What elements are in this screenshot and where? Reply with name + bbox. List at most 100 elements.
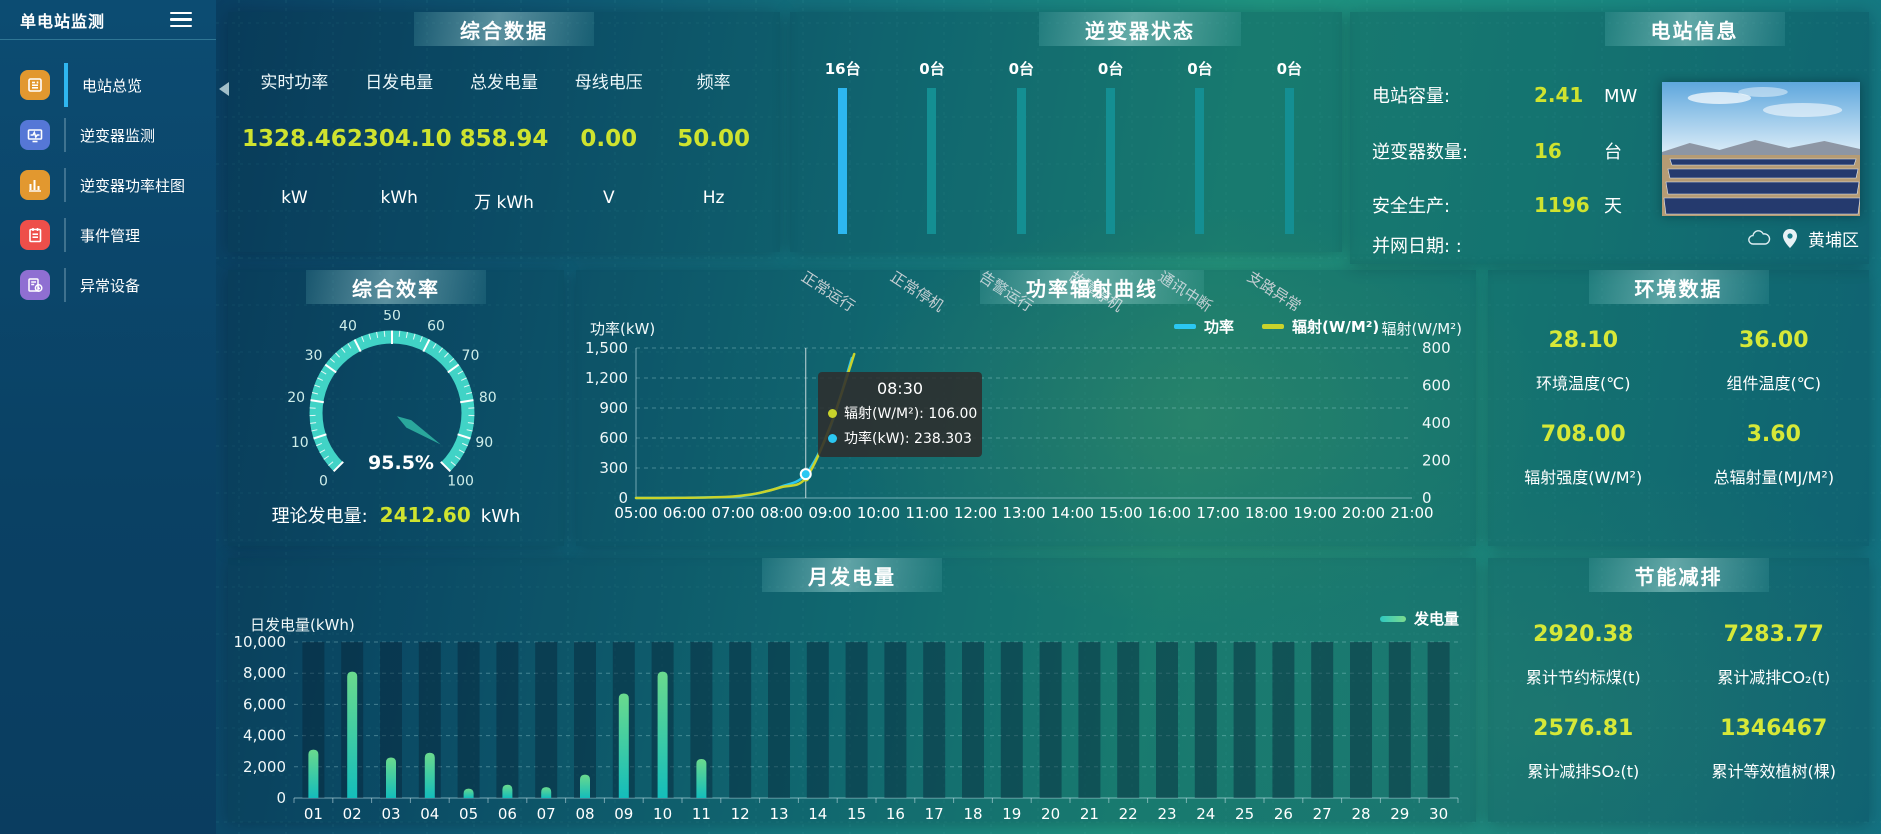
sidebar-item-event-management[interactable]: 事件管理 [0,210,216,260]
svg-text:17: 17 [925,805,944,822]
event-management-icon [20,220,50,250]
sidebar-item-inverter-power-bars[interactable]: 逆变器功率柱图 [0,160,216,210]
svg-text:09: 09 [614,805,633,822]
line-chart-legend: 功率 辐射(W/M²) [1174,316,1379,337]
svg-text:13: 13 [769,805,788,822]
efficiency-gauge-chart: 0 10 20 30 40 50 60 70 80 90 100 [287,310,497,490]
active-indicator [64,63,68,107]
status-count: 0台 [919,60,945,78]
cell-value: 3.60 [1746,422,1801,447]
cell-label: 累计节约标煤(t) [1525,668,1641,687]
svg-text:80: 80 [479,390,497,406]
svg-text:4,000: 4,000 [243,727,286,745]
metric-label: 频率 [696,73,731,93]
svg-text:1,200: 1,200 [585,369,628,387]
power-radiation-line-chart[interactable]: 0 300 600 900 1,200 1,500 0 200 400 600 800 05:00 06… [576,270,1476,546]
inverter-status-item: 0台 通讯中断 [1155,58,1244,315]
svg-text:6,000: 6,000 [243,695,286,713]
bar-chart-legend[interactable]: 发电量 [1380,608,1459,629]
panel-energy-savings: 节能减排 2920.38 累计节约标煤(t) 7283.77 累计减排CO₂(t… [1488,558,1869,822]
svg-text:300: 300 [599,459,628,477]
theory-value: 2412.60 [379,503,471,527]
grid-connection-date-row: 并网日期: : [1372,232,1604,258]
svg-text:03: 03 [381,805,400,822]
svg-text:21: 21 [1080,805,1099,822]
sidebar-header: 单电站监测 [0,0,216,40]
station-capacity-row: 电站容量: 2.41 MW [1372,82,1637,108]
svg-text:0: 0 [1422,489,1432,507]
sidebar-item-inverter-monitor[interactable]: 逆变器监测 [0,110,216,160]
hamburger-menu-icon[interactable] [170,8,192,32]
svg-text:26: 26 [1274,805,1293,822]
panel-title: 综合效率 [306,270,486,304]
station-photo [1662,82,1860,216]
svg-text:10: 10 [291,435,309,451]
svg-text:200: 200 [1422,452,1451,470]
sidebar-menu: 电站总览 逆变器监测 逆变器功率柱图 事 [0,40,216,310]
svg-text:07: 07 [537,805,556,822]
svg-text:30: 30 [1429,805,1448,822]
cell-value: 2576.81 [1533,716,1634,741]
svg-text:14:00: 14:00 [1051,504,1094,522]
row-value: 2.41 [1534,83,1584,107]
item-divider [64,268,66,302]
svg-text:27: 27 [1313,805,1332,822]
bar-axis-title: 日发电量(kWh) [250,616,355,634]
env-total-radiation: 3.60 总辐射量(MJ/M²) [1679,422,1870,488]
svg-text:23: 23 [1157,805,1176,822]
status-bar [1106,88,1116,234]
row-unit: 天 [1604,196,1622,217]
cell-label: 辐射强度(W/M²) [1524,468,1643,487]
right-axis-title: 辐射(W/M²) [1381,320,1462,338]
svg-text:30: 30 [305,348,323,364]
svg-text:20: 20 [1041,805,1060,822]
weather-cloud-icon[interactable] [1746,230,1772,247]
metric-value: 2304.10 [346,126,452,152]
status-bar [1016,88,1026,234]
inverter-status-item: 16台 正常运行 [798,58,887,315]
status-count: 0台 [1008,60,1035,78]
svg-text:0: 0 [319,474,328,490]
panel-title: 综合数据 [414,12,594,46]
overview-icon [20,70,50,100]
svg-text:2,000: 2,000 [243,758,286,776]
svg-text:13:00: 13:00 [1002,504,1045,522]
svg-text:29: 29 [1390,805,1409,822]
env-ambient-temp: 28.10 环境温度(℃) [1488,328,1679,394]
row-label: 安全生产: [1372,196,1451,217]
legend-label: 功率 [1204,318,1235,336]
sidebar-item-station-overview[interactable]: 电站总览 [0,60,216,110]
sidebar-item-abnormal-devices[interactable]: 异常设备 [0,260,216,310]
status-count: 0台 [1276,60,1303,78]
tooltip-row-radiation: 辐射(W/M²): 106.00 [828,403,977,423]
svg-text:70: 70 [462,348,480,364]
savings-grid: 2920.38 累计节约标煤(t) 7283.77 累计减排CO₂(t) 257… [1488,558,1869,782]
power-dot-icon [828,433,837,443]
monthly-generation-bar-chart[interactable]: 0 2,000 4,000 6,000 8,000 10,000 01 02 03 04 05 06 0… [228,558,1476,822]
inverter-count-row: 逆变器数量: 16 台 [1372,138,1622,164]
sidebar-item-label: 电站总览 [82,76,143,95]
cell-label: 总辐射量(MJ/M²) [1713,468,1835,487]
location-pin-icon[interactable] [1783,229,1797,248]
svg-text:100: 100 [447,474,474,490]
metric-label: 母线电压 [574,73,643,93]
sidebar-item-label: 异常设备 [80,276,141,295]
metric-unit: Hz [702,188,725,208]
svg-text:04: 04 [420,805,439,822]
inverter-power-bars-icon [20,170,50,200]
svg-text:11: 11 [692,805,711,822]
panel-title: 月发电量 [762,558,942,592]
metric-value: 0.00 [580,126,638,152]
legend-item-power[interactable]: 功率 [1174,316,1234,337]
svg-text:10,000: 10,000 [234,633,287,651]
legend-label: 发电量 [1414,610,1460,628]
legend-swatch [1380,615,1406,622]
collapse-sidebar-arrow-icon[interactable] [219,82,229,96]
legend-swatch [1262,324,1285,329]
legend-item-radiation[interactable]: 辐射(W/M²) [1262,316,1379,337]
cell-value: 36.00 [1738,328,1809,353]
metric-unit: kW [281,188,308,208]
tooltip-text: 辐射(W/M²): 106.00 [844,406,978,422]
sidebar-item-label: 逆变器监测 [80,126,156,145]
